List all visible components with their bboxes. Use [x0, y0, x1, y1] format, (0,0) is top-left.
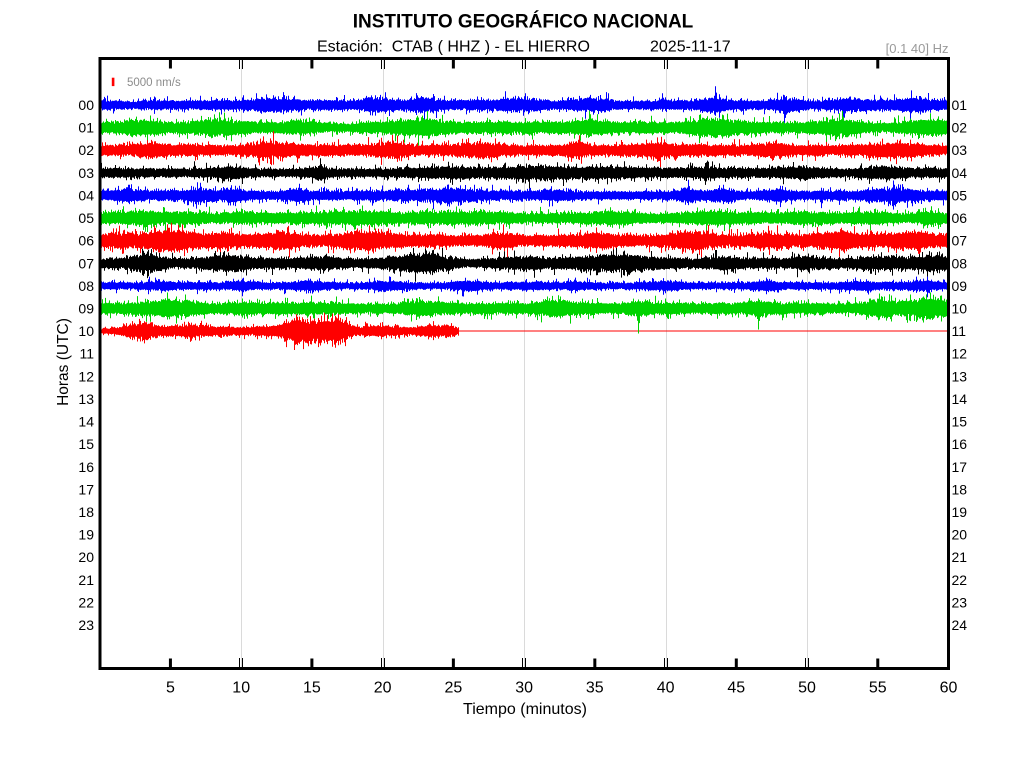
svg-text:5: 5 — [166, 680, 175, 697]
svg-text:55: 55 — [869, 680, 887, 697]
svg-text:17: 17 — [952, 459, 968, 475]
svg-text:18: 18 — [78, 504, 94, 520]
svg-text:30: 30 — [515, 680, 533, 697]
svg-text:19: 19 — [952, 504, 968, 520]
svg-text:02: 02 — [952, 120, 968, 136]
svg-text:21: 21 — [952, 549, 968, 565]
svg-text:03: 03 — [78, 165, 94, 181]
svg-text:11: 11 — [79, 346, 94, 362]
svg-text:12: 12 — [952, 346, 968, 362]
svg-text:2025-11-17: 2025-11-17 — [650, 39, 731, 56]
svg-text:20: 20 — [374, 680, 392, 697]
svg-text:[0.1 40] Hz: [0.1 40] Hz — [886, 41, 949, 56]
svg-text:22: 22 — [78, 594, 94, 610]
svg-text:Tiempo (minutos): Tiempo (minutos) — [463, 701, 587, 718]
svg-text:14: 14 — [952, 391, 968, 407]
svg-text:01: 01 — [78, 120, 94, 136]
svg-text:5000 nm/s: 5000 nm/s — [127, 77, 181, 89]
svg-text:23: 23 — [952, 594, 968, 610]
svg-text:50: 50 — [798, 680, 816, 697]
svg-text:01: 01 — [952, 97, 968, 113]
svg-text:15: 15 — [303, 680, 321, 697]
svg-text:13: 13 — [78, 391, 94, 407]
svg-text:07: 07 — [78, 255, 94, 271]
svg-text:06: 06 — [78, 233, 94, 249]
svg-text:17: 17 — [78, 481, 94, 497]
svg-text:Estación: CTAB ( HHZ ) - EL H: Estación: CTAB ( HHZ ) - EL HIERRO — [317, 39, 590, 56]
svg-text:21: 21 — [78, 572, 94, 588]
svg-text:INSTITUTO GEOGRÁFICO NACIONAL: INSTITUTO GEOGRÁFICO NACIONAL — [353, 11, 694, 33]
svg-text:08: 08 — [78, 278, 94, 294]
svg-text:16: 16 — [952, 436, 968, 452]
svg-text:15: 15 — [952, 414, 968, 430]
svg-text:35: 35 — [586, 680, 604, 697]
svg-text:19: 19 — [78, 527, 94, 543]
svg-text:22: 22 — [952, 572, 968, 588]
svg-text:15: 15 — [78, 436, 94, 452]
svg-text:16: 16 — [78, 459, 94, 475]
svg-text:20: 20 — [78, 549, 94, 565]
svg-text:Horas (UTC): Horas (UTC) — [55, 318, 72, 406]
svg-text:23: 23 — [78, 617, 94, 633]
svg-text:09: 09 — [952, 278, 968, 294]
svg-text:04: 04 — [78, 187, 94, 203]
svg-text:04: 04 — [952, 165, 968, 181]
svg-text:09: 09 — [78, 301, 94, 317]
svg-text:10: 10 — [952, 301, 968, 317]
svg-text:14: 14 — [78, 414, 94, 430]
svg-text:45: 45 — [727, 680, 745, 697]
svg-text:10: 10 — [232, 680, 250, 697]
svg-text:10: 10 — [78, 323, 94, 339]
svg-text:08: 08 — [952, 255, 968, 271]
svg-text:02: 02 — [78, 142, 94, 158]
svg-text:12: 12 — [78, 368, 94, 384]
svg-text:60: 60 — [940, 680, 958, 697]
svg-text:20: 20 — [952, 527, 968, 543]
svg-text:05: 05 — [952, 187, 968, 203]
svg-text:06: 06 — [952, 210, 968, 226]
svg-text:03: 03 — [952, 142, 968, 158]
svg-text:25: 25 — [445, 680, 463, 697]
svg-text:13: 13 — [952, 368, 968, 384]
svg-text:24: 24 — [952, 617, 968, 633]
svg-text:40: 40 — [657, 680, 675, 697]
svg-text:07: 07 — [952, 233, 968, 249]
svg-text:18: 18 — [952, 481, 968, 497]
svg-text:11: 11 — [952, 323, 967, 339]
svg-text:00: 00 — [78, 97, 94, 113]
svg-text:05: 05 — [78, 210, 94, 226]
